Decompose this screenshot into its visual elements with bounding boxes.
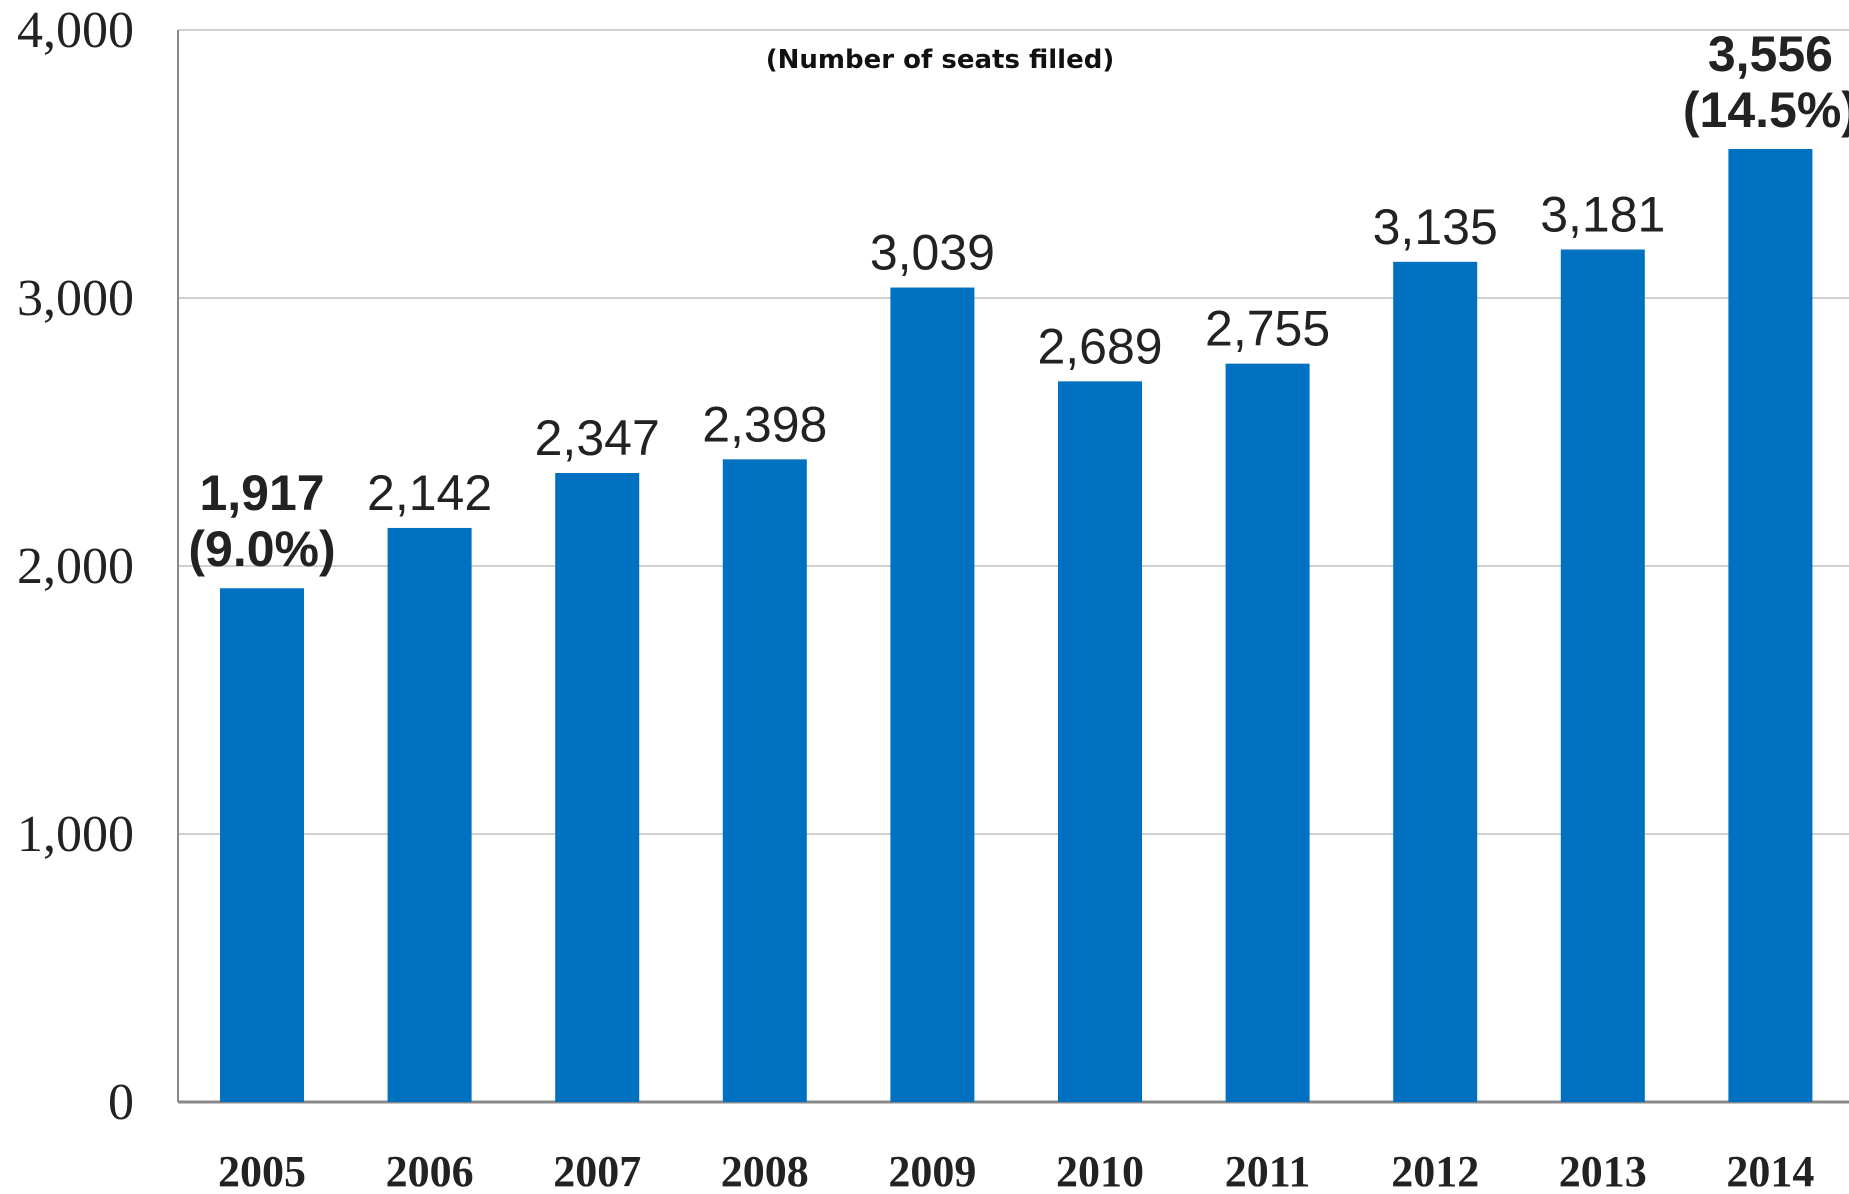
bar-2008 (722, 459, 807, 1102)
x-tick-label-2013: 2013 (1559, 1147, 1647, 1194)
y-tick-labels: 0 1,000 2,000 3,000 4,000 (17, 2, 134, 1131)
bar-2005 (220, 588, 304, 1102)
bar-2012 (1393, 261, 1478, 1102)
x-tick-label-2009: 2009 (888, 1147, 976, 1194)
bar-2013 (1560, 249, 1645, 1102)
x-tick-label-2007: 2007 (553, 1147, 641, 1194)
bar-2014 (1728, 148, 1813, 1102)
data-labels: (9.0%)1,917 2,142 2,347 2,398 3,039 2,689 2,75… (188, 26, 1849, 577)
y-tick-label: 0 (108, 1074, 134, 1131)
bar-2006 (387, 527, 472, 1102)
x-tick-label-2005: 2005 (218, 1147, 306, 1194)
bars (220, 148, 1813, 1103)
data-label-note-2005: (9.0%) (188, 521, 335, 577)
chart-subtitle: (Number of seats filled) (766, 45, 1114, 75)
data-label-2011: 2,755 (1205, 301, 1330, 357)
data-label-2008: 2,398 (702, 396, 827, 452)
bar-2011 (1225, 363, 1310, 1102)
data-label-2006: 2,142 (367, 465, 492, 521)
y-tick-label: 2,000 (17, 538, 134, 595)
data-label-2013: 3,181 (1540, 186, 1665, 242)
data-label-2005: 1,917 (199, 465, 324, 521)
data-label-2014: 3,556 (1708, 26, 1833, 82)
bar-2009 (890, 287, 975, 1103)
x-tick-labels: 2005 2006 2007 2008 2009 2010 2011 2012 2013 2014 (218, 1147, 1814, 1194)
data-label-2007: 2,347 (535, 410, 660, 466)
y-tick-label: 4,000 (17, 2, 134, 59)
bar-2010 (1058, 381, 1142, 1102)
x-tick-label-2012: 2012 (1391, 1147, 1479, 1194)
x-tick-label-2006: 2006 (386, 1147, 474, 1194)
x-tick-label-2010: 2010 (1056, 1147, 1144, 1194)
x-tick-label-2014: 2014 (1726, 1147, 1814, 1194)
data-label-2010: 2,689 (1037, 318, 1162, 374)
data-label-note-2014: (14.5%) (1683, 82, 1849, 138)
y-tick-label: 1,000 (17, 806, 134, 863)
bar-2007 (555, 473, 640, 1102)
x-tick-label-2011: 2011 (1225, 1147, 1311, 1194)
y-tick-label: 3,000 (17, 270, 134, 327)
data-label-2009: 3,039 (870, 225, 995, 281)
x-tick-label-2008: 2008 (721, 1147, 809, 1194)
data-label-2012: 3,135 (1373, 199, 1498, 255)
